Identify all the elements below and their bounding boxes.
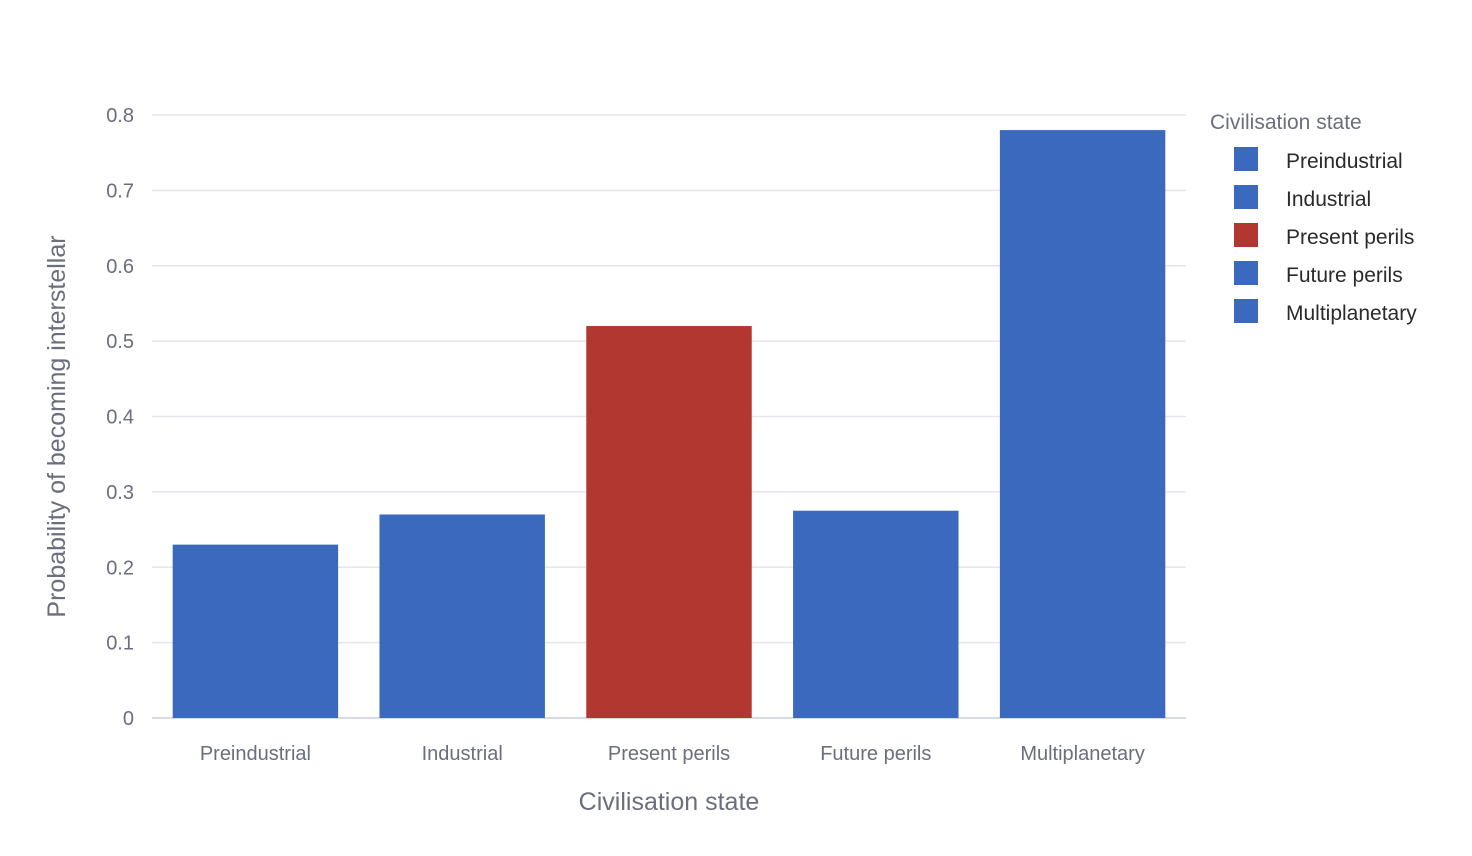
legend-entry[interactable]: Future perils xyxy=(1286,264,1403,287)
legend-swatch[interactable] xyxy=(1234,185,1258,209)
bar[interactable] xyxy=(793,510,959,718)
y-tick-label: 0.1 xyxy=(106,633,134,655)
legend-swatch[interactable] xyxy=(1234,261,1258,285)
x-tick-label: Multiplanetary xyxy=(1020,743,1145,765)
legend-swatch[interactable] xyxy=(1234,147,1258,171)
legend-entry[interactable]: Preindustrial xyxy=(1286,150,1403,173)
bar[interactable] xyxy=(379,514,545,718)
x-tick-label: Present perils xyxy=(608,743,730,765)
legend-swatch[interactable] xyxy=(1234,223,1258,247)
x-tick-label: Preindustrial xyxy=(200,743,311,765)
bar[interactable] xyxy=(999,130,1166,718)
y-axis-title: Probability of becoming interstellar xyxy=(43,235,71,617)
bar[interactable] xyxy=(586,326,752,718)
legend-entry[interactable]: Present perils xyxy=(1286,226,1414,249)
bar[interactable] xyxy=(172,544,339,718)
legend-entry[interactable]: Multiplanetary xyxy=(1286,302,1417,325)
legend-swatch[interactable] xyxy=(1234,299,1258,323)
legend-title: Civilisation state xyxy=(1210,111,1362,134)
y-tick-label: 0.6 xyxy=(106,256,134,278)
x-tick-labels: Preindustrial Industrial Present perils Fut… xyxy=(200,743,1145,765)
y-tick-label: 0.2 xyxy=(106,557,134,579)
bars xyxy=(172,130,1166,718)
legend-items: Preindustrial Industrial Present perils Fut… xyxy=(1234,147,1417,325)
legend-entry[interactable]: Industrial xyxy=(1286,188,1371,211)
y-tick-label: 0.3 xyxy=(106,482,134,504)
y-tick-label: 0.8 xyxy=(106,105,134,127)
y-tick-label: 0.5 xyxy=(106,331,134,353)
x-axis-title: Civilisation state xyxy=(579,788,760,816)
x-tick-label: Future perils xyxy=(820,743,931,765)
y-tick-label: 0.7 xyxy=(106,180,134,202)
y-tick-label: 0.4 xyxy=(106,407,134,429)
legend: Civilisation state Preindustrial Industri… xyxy=(1210,111,1417,325)
y-tick-label: 0 xyxy=(123,708,134,730)
x-tick-label: Industrial xyxy=(422,743,503,765)
y-tick-labels: 0 0.1 0.2 0.3 0.4 0.5 0.6 0.7 0.8 xyxy=(106,105,134,730)
